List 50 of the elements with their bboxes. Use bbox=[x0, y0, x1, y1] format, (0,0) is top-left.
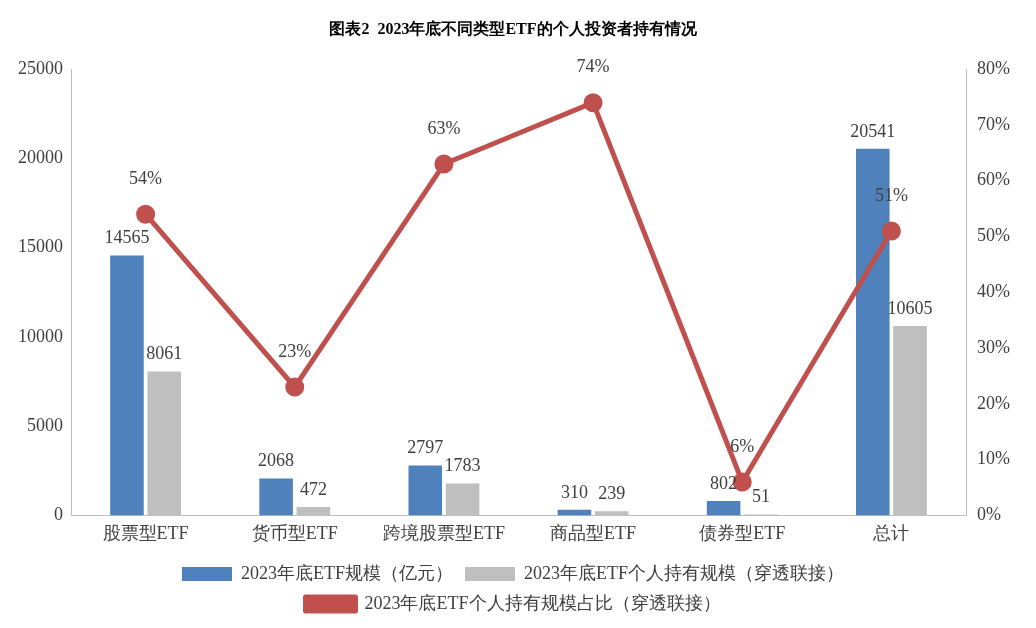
point bbox=[434, 154, 454, 174]
x-tick-label: 跨境股票型ETF bbox=[382, 522, 505, 543]
data-label: 20541 bbox=[850, 120, 896, 141]
legend-label: 2023年底ETF个人持有规模占比（穿透联接） bbox=[364, 592, 721, 613]
data-label: 63% bbox=[427, 117, 461, 138]
point bbox=[583, 93, 603, 113]
x-tick-label: 货币型ETF bbox=[251, 522, 338, 543]
data-label: 74% bbox=[576, 56, 610, 77]
data-label: 23% bbox=[278, 340, 312, 361]
bar bbox=[408, 465, 443, 516]
data-label: 310 bbox=[560, 481, 588, 502]
bar bbox=[110, 255, 144, 516]
legend-label: 2023年底ETF规模（亿元） bbox=[241, 562, 454, 583]
data-label: 8061 bbox=[146, 343, 183, 364]
data-label: 10605 bbox=[887, 297, 933, 318]
point bbox=[881, 221, 901, 241]
y2-tick-label: 60% bbox=[977, 169, 1011, 190]
bar bbox=[706, 501, 741, 516]
y2-tick-label: 10% bbox=[977, 448, 1011, 469]
y2-tick-label: 70% bbox=[977, 113, 1011, 134]
data-label: 51 bbox=[751, 486, 770, 507]
bar bbox=[259, 478, 293, 516]
point bbox=[285, 377, 305, 397]
chart-title: 图表2 2023年底不同类型ETF的个人投资者持有情况 bbox=[329, 19, 698, 37]
y2-tick-label: 40% bbox=[977, 281, 1011, 302]
data-label: 2068 bbox=[258, 450, 295, 471]
data-label: 472 bbox=[299, 478, 327, 499]
y2-tick-label: 20% bbox=[977, 392, 1011, 413]
y-tick-label: 5000 bbox=[27, 414, 63, 435]
y-tick-label: 0 bbox=[54, 504, 63, 525]
y2-tick-label: 50% bbox=[977, 225, 1011, 246]
y-tick-label: 10000 bbox=[18, 325, 63, 346]
y-tick-label: 15000 bbox=[18, 236, 63, 257]
data-label: 1783 bbox=[444, 455, 481, 476]
y2-tick-label: 30% bbox=[977, 336, 1011, 357]
point bbox=[136, 204, 156, 224]
data-label: 2797 bbox=[407, 437, 444, 458]
x-tick-label: 债券型ETF bbox=[699, 522, 786, 543]
data-label: 239 bbox=[598, 482, 626, 503]
y2-tick-label: 80% bbox=[977, 57, 1011, 78]
data-label: 54% bbox=[129, 167, 163, 188]
data-label: 14565 bbox=[104, 227, 150, 248]
y-tick-label: 25000 bbox=[18, 57, 63, 78]
y2-tick-label: 0% bbox=[977, 504, 1002, 525]
data-label: 6% bbox=[730, 435, 755, 456]
legend-label: 2023年底ETF个人持有规模（穿透联接） bbox=[524, 562, 845, 583]
x-tick-label: 总计 bbox=[872, 522, 910, 543]
x-tick-label: 商品型ETF bbox=[550, 522, 637, 543]
x-tick-label: 股票型ETF bbox=[102, 522, 189, 543]
y-tick-label: 20000 bbox=[18, 147, 63, 168]
